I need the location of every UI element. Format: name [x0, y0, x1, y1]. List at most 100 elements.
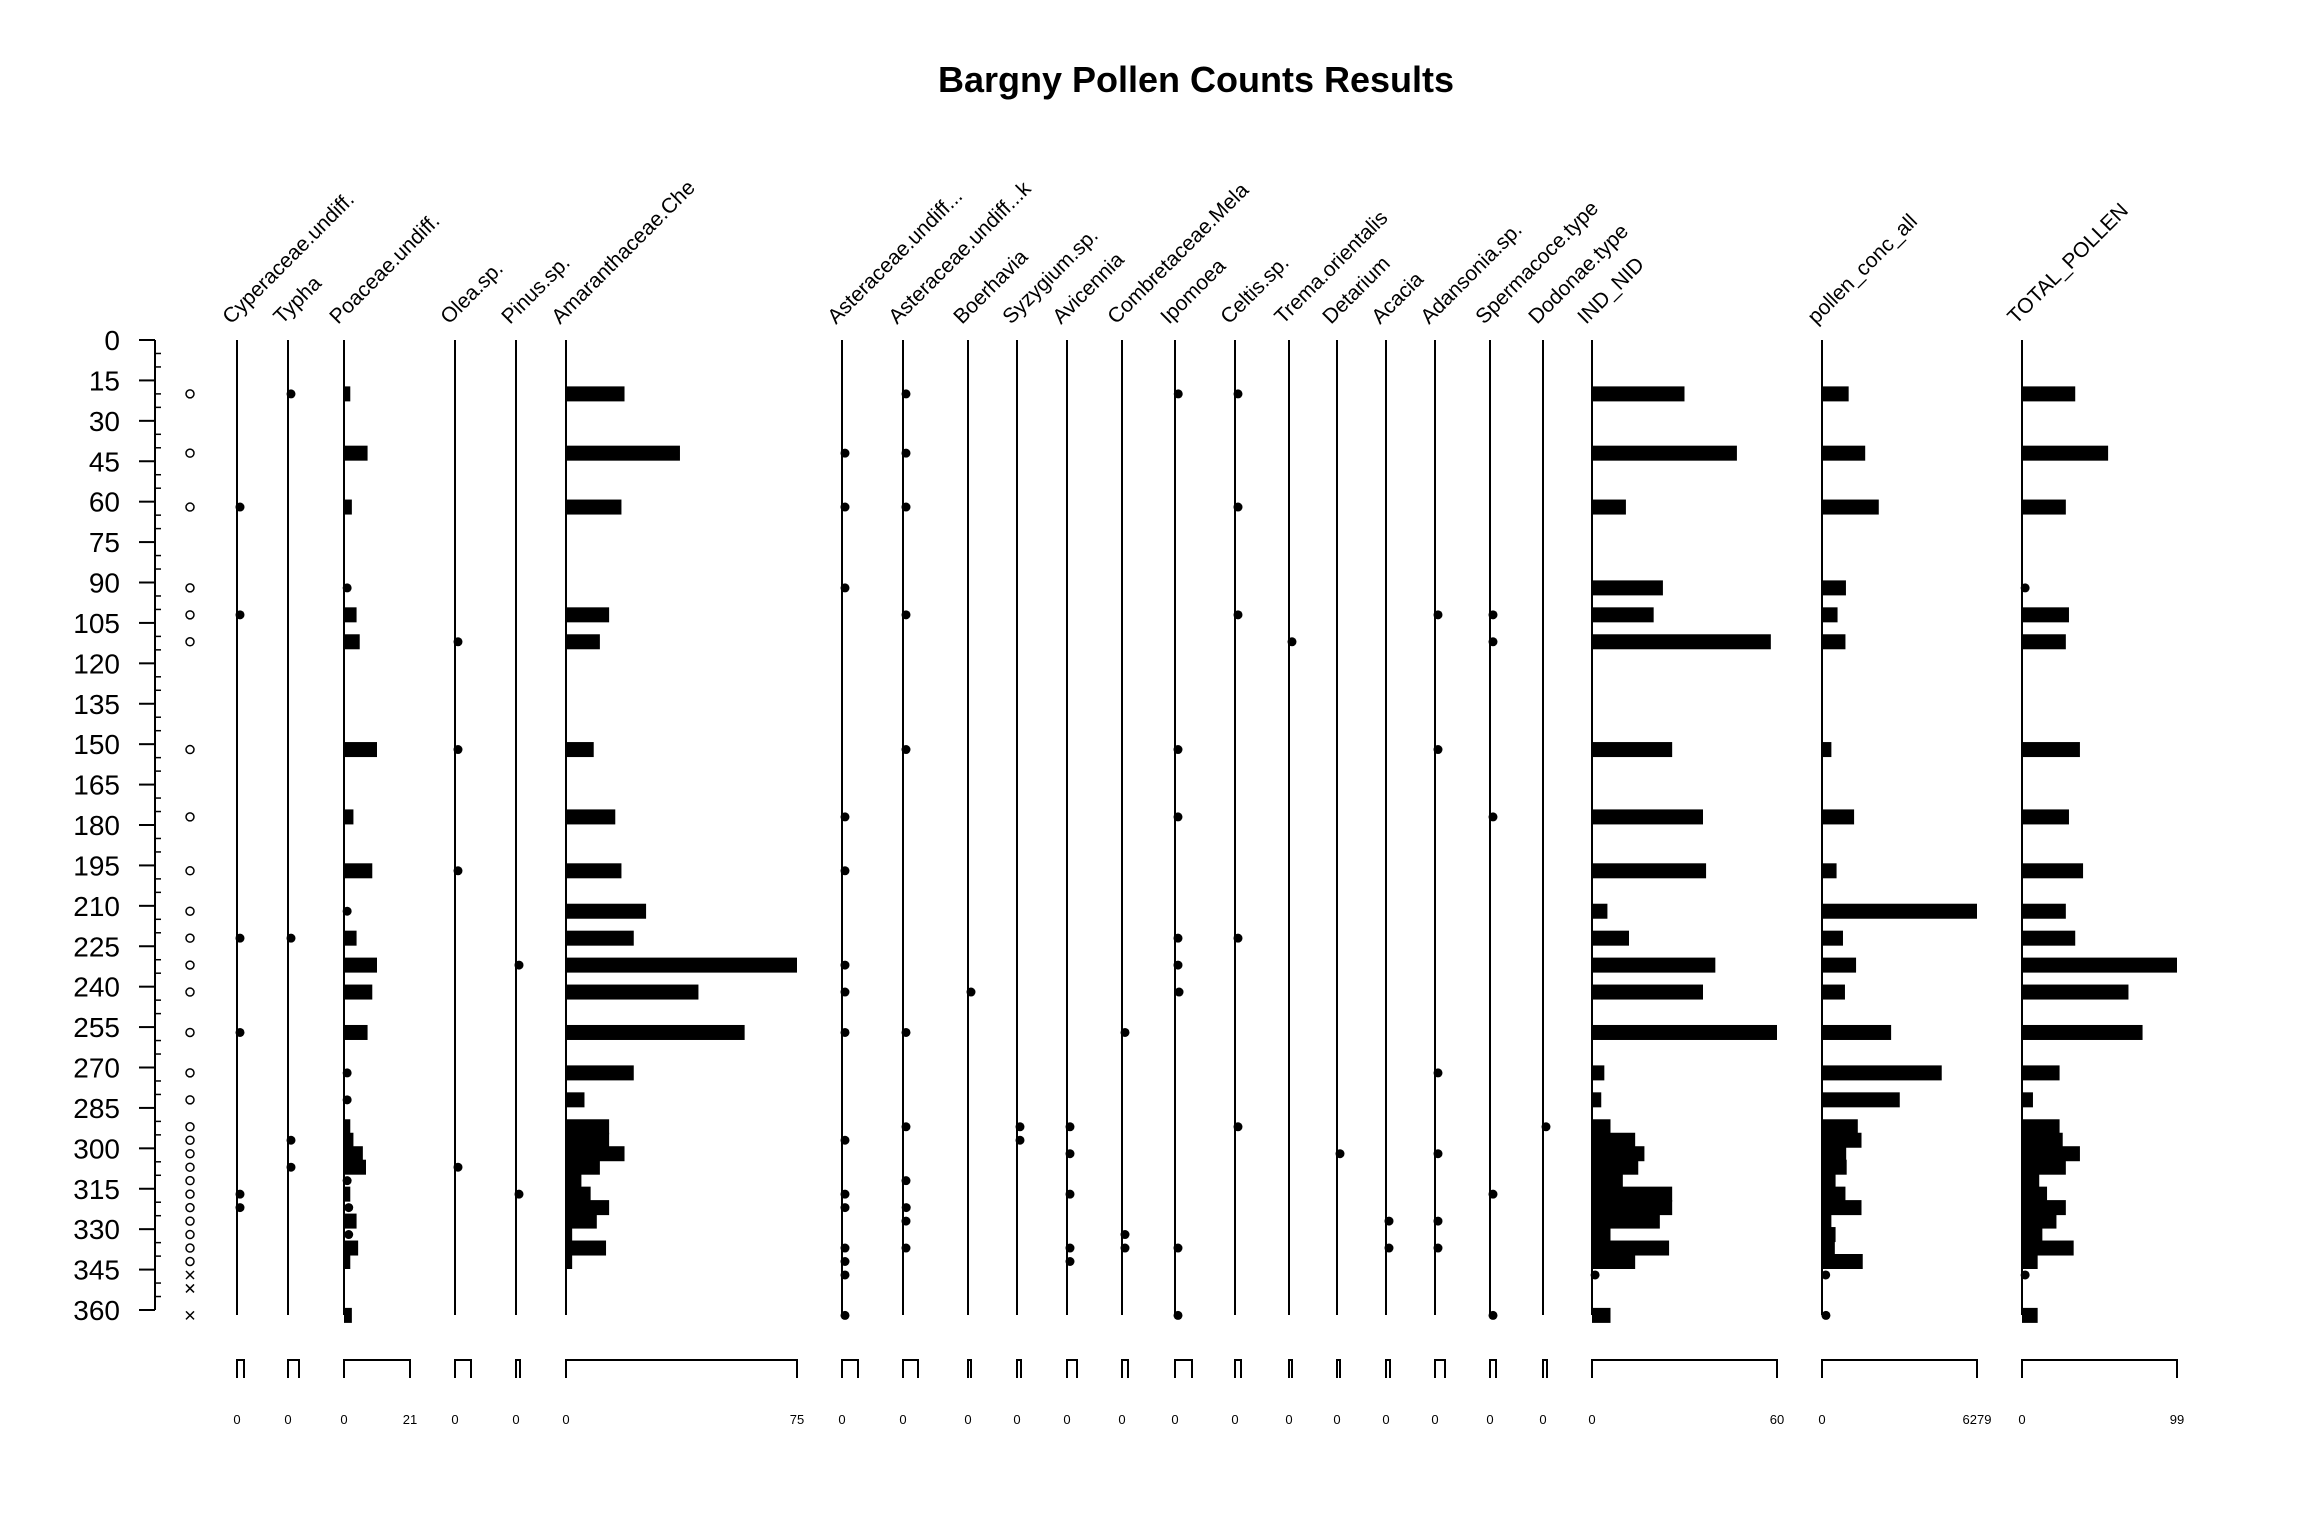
taxon-bar: [1822, 930, 1843, 946]
depth-tick-label: 345: [73, 1255, 120, 1286]
taxon-bar: [2022, 607, 2069, 623]
taxon-bar: [566, 1146, 625, 1162]
taxon-dot: [1065, 1243, 1075, 1253]
taxon-bar: [1592, 607, 1654, 623]
sample-marker-circle: [185, 744, 195, 755]
scale-bracket: [2021, 1359, 2178, 1378]
taxon-dot: [344, 1230, 354, 1240]
sample-marker-circle: [185, 1243, 195, 1253]
taxon-dot: [235, 610, 245, 620]
taxon-bar: [1592, 1186, 1673, 1202]
taxon-bar: [566, 742, 594, 758]
taxon-bar: [1592, 1132, 1636, 1148]
taxon-bar: [2022, 1254, 2038, 1269]
taxon-bar: [2022, 1092, 2033, 1108]
sample-marker-circle: [185, 1162, 195, 1172]
taxon-bar: [344, 1132, 354, 1148]
taxon-dot: [342, 1095, 352, 1105]
scale-bracket: [1821, 1359, 1978, 1378]
taxon-bar: [344, 1159, 366, 1175]
taxon-bar: [1822, 1200, 1862, 1216]
taxon-dot: [901, 502, 911, 512]
scale-bracket: [1174, 1359, 1193, 1378]
sample-marker-circle: [185, 583, 195, 593]
taxon-dot: [840, 866, 850, 876]
depth-tick-label: 75: [89, 527, 120, 558]
taxon-bar: [344, 1119, 351, 1135]
taxon-bar: [566, 607, 610, 623]
taxon-bar: [2022, 1227, 2043, 1243]
taxon-bar: [2022, 809, 2069, 825]
taxon-bar: [566, 1065, 634, 1081]
taxon-bar: [1822, 1173, 1836, 1189]
scale-bracket: [1121, 1359, 1129, 1378]
taxon-bar: [1592, 903, 1608, 919]
taxon-dot: [2020, 583, 2030, 593]
taxon-bar: [2022, 863, 2084, 879]
scale-max-label: 6279: [1963, 1412, 1992, 1427]
taxon-dot: [901, 1203, 911, 1213]
taxon-dot: [1233, 610, 1243, 620]
taxon-dot: [1384, 1216, 1394, 1226]
taxon-dot: [1173, 1243, 1183, 1253]
taxon-bar: [344, 863, 373, 879]
taxon-dot: [1433, 745, 1443, 755]
taxon-dot: [342, 1068, 352, 1078]
scale-bracket: [1489, 1359, 1497, 1378]
taxon-bar: [1822, 1092, 1900, 1108]
taxon-dot: [235, 1189, 245, 1199]
depth-tick-label: 105: [73, 608, 120, 639]
taxon-bar: [2022, 1307, 2038, 1323]
taxon-bar: [1592, 957, 1716, 973]
taxon-dot: [840, 987, 850, 997]
taxon-dot: [344, 1203, 354, 1213]
taxon-dot: [1065, 1122, 1075, 1132]
taxon-dot: [1335, 1149, 1345, 1159]
taxon-bar: [344, 1024, 368, 1040]
sample-marker-circle: [185, 1216, 195, 1226]
scale-max-label: 60: [1770, 1412, 1784, 1427]
scale-bracket: [1234, 1359, 1242, 1378]
taxon-bar: [1592, 1119, 1611, 1135]
taxon-bar: [566, 809, 616, 825]
taxon-bar: [566, 1240, 607, 1256]
taxon-panel: TOTAL_POLLEN 0 99: [2003, 199, 2184, 1427]
taxon-dot: [901, 1122, 911, 1132]
taxon-bar: [1592, 1024, 1777, 1040]
taxon-dot: [840, 1135, 850, 1145]
depth-tick-label: 300: [73, 1133, 120, 1164]
taxon-bar: [1592, 1200, 1673, 1216]
taxon-bar: [1592, 1159, 1639, 1175]
taxon-label: Poaceae.undiff.: [325, 209, 444, 328]
depth-tick-label: 255: [73, 1012, 120, 1043]
scale-bracket: [343, 1359, 411, 1378]
taxon-dot: [1433, 1068, 1443, 1078]
taxon-panel: Amaranthaceae.Che 0 75: [547, 176, 804, 1427]
sample-marker-circle: [185, 1068, 195, 1078]
taxon-dot: [1173, 389, 1183, 399]
taxon-bar: [566, 499, 622, 515]
taxon-panel: Syzygium.sp.0: [998, 224, 1103, 1427]
sample-marker-circle: [185, 1202, 195, 1213]
taxon-dot: [1384, 1243, 1394, 1253]
taxon-dot: [1065, 1149, 1075, 1159]
taxon-dot: [901, 1243, 911, 1253]
scale-bracket: [565, 1359, 798, 1378]
scale-min-label: 0: [1382, 1412, 1389, 1427]
taxon-dot: [1233, 933, 1243, 943]
scale-bracket: [1385, 1359, 1391, 1378]
taxon-bar: [344, 1240, 359, 1256]
sample-marker-circle: [185, 812, 195, 822]
taxon-bar: [1822, 1119, 1858, 1135]
taxon-dot: [1120, 1230, 1130, 1240]
taxon-dot: [1233, 389, 1243, 399]
taxon-bar: [344, 1186, 351, 1202]
taxon-panel: Pinus.sp.0: [497, 251, 574, 1427]
taxon-bar: [2022, 984, 2129, 1000]
sample-marker-circle: [185, 906, 195, 916]
scale-min-label: 0: [233, 1412, 240, 1427]
taxon-bar: [344, 1254, 351, 1269]
taxon-dot: [1173, 745, 1183, 755]
sample-marker-circle: [185, 389, 195, 399]
